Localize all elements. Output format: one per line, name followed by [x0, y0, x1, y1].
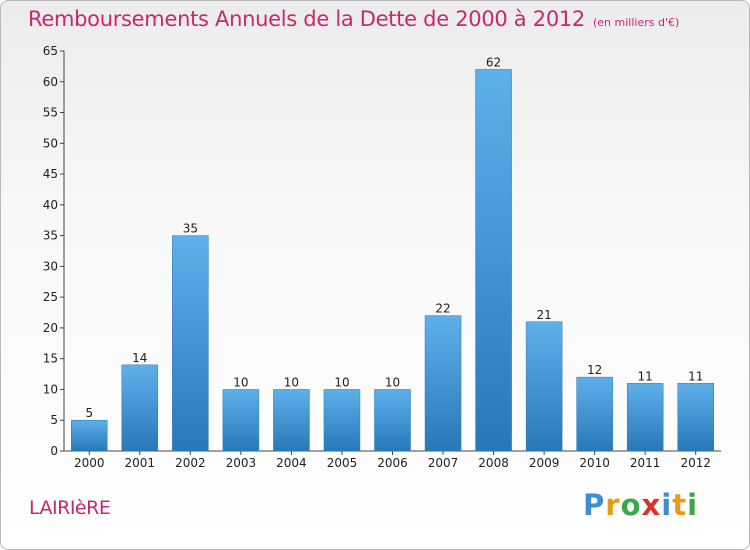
y-tick-label: 60: [43, 75, 58, 89]
y-tick-label: 50: [43, 136, 58, 150]
x-tick-label: 2004: [276, 456, 307, 470]
bar-value-label: 11: [638, 369, 653, 383]
bar: [525, 321, 563, 452]
bar-value-label: 10: [334, 375, 349, 389]
bar-value-label: 10: [385, 375, 400, 389]
x-tick-label: 2000: [74, 456, 105, 470]
bar-value-label: 62: [486, 55, 501, 69]
chart-subtitle: (en milliers d'€): [593, 16, 680, 29]
logo-letter: P: [583, 488, 606, 522]
logo-letter: t: [672, 488, 688, 522]
bar: [424, 315, 462, 452]
y-tick-label: 5: [50, 413, 58, 427]
x-tick-label: 2005: [327, 456, 358, 470]
x-tick-label: 2009: [529, 456, 560, 470]
bar: [121, 364, 159, 452]
logo-letter: i: [687, 488, 699, 522]
y-tick-label: 40: [43, 198, 58, 212]
bar-value-label: 10: [284, 375, 299, 389]
y-tick-label: 15: [43, 352, 58, 366]
bar: [677, 383, 714, 452]
bar: [71, 419, 108, 452]
x-tick-label: 2008: [478, 456, 509, 470]
title-row: Remboursements Annuels de la Dette de 20…: [28, 7, 679, 31]
proxiti-logo: Proxiti: [583, 488, 698, 522]
bar: [626, 383, 664, 452]
bar-value-label: 11: [688, 369, 703, 383]
labels-group: 5 14 35 10 10 10 10 22 62 21 12 11 11: [85, 55, 703, 420]
bar: [576, 376, 613, 452]
x-tick-label: 2012: [680, 456, 711, 470]
bar-value-label: 10: [233, 375, 248, 389]
logo-letter: o: [620, 488, 642, 522]
logo-letter: x: [641, 488, 662, 522]
x-tick-label: 2007: [428, 456, 459, 470]
x-tick-label: 2002: [175, 456, 206, 470]
bar-value-label: 21: [536, 308, 551, 322]
logo-letter: r: [605, 488, 621, 522]
commune-name: LAIRIèRE: [29, 497, 111, 519]
bar: [172, 235, 209, 452]
bar: [273, 389, 310, 452]
bar: [222, 389, 260, 452]
y-tick-label: 25: [43, 290, 58, 304]
bar: [374, 389, 411, 452]
x-tick-label: 2006: [377, 456, 408, 470]
x-tick-label: 2001: [125, 456, 156, 470]
y-tick-label: 65: [43, 44, 58, 58]
axes: 0 5 10 15 20 25 30 35 40 45 50 55 60 65 2000 2001 2002 20…: [43, 44, 721, 470]
x-tick-label: 2010: [579, 456, 610, 470]
y-tick-label: 35: [43, 229, 58, 243]
bar-value-label: 22: [435, 302, 450, 316]
bar-value-label: 12: [587, 363, 602, 377]
bars-group: [71, 69, 714, 452]
bar-value-label: 35: [183, 222, 198, 236]
y-tick-label: 0: [50, 444, 58, 458]
chart-title: Remboursements Annuels de la Dette de 20…: [28, 7, 585, 31]
x-tick-label: 2011: [630, 456, 661, 470]
bar-value-label: 14: [132, 351, 147, 365]
y-tick-label: 30: [43, 259, 58, 273]
y-tick-label: 10: [43, 382, 58, 396]
y-tick-label: 45: [43, 167, 58, 181]
x-tick-label: 2003: [226, 456, 257, 470]
bar: [323, 389, 361, 452]
logo-letter: i: [661, 488, 673, 522]
bar: [475, 69, 512, 452]
y-tick-label: 20: [43, 321, 58, 335]
y-tick-label: 55: [43, 106, 58, 120]
bar-value-label: 5: [85, 406, 93, 420]
